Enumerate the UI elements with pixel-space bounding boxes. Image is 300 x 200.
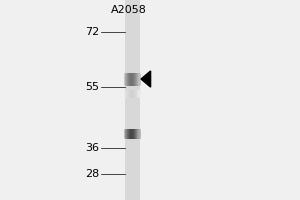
Polygon shape (141, 71, 151, 87)
Text: 55: 55 (85, 82, 99, 92)
Text: 72: 72 (85, 27, 99, 37)
Text: A2058: A2058 (111, 5, 147, 15)
Text: 36: 36 (85, 143, 99, 153)
Text: 28: 28 (85, 169, 99, 179)
Bar (124, 0, 140, 200)
